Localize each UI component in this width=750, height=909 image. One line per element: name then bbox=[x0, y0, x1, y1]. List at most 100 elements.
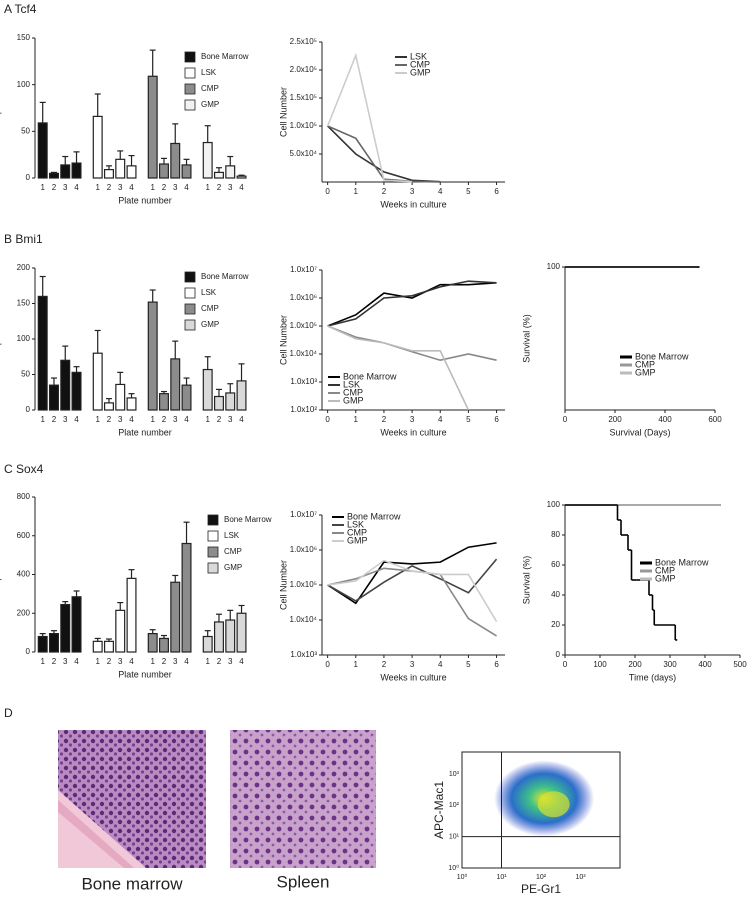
legend-label: Bone Marrow bbox=[224, 515, 272, 524]
x-tick-label: 4 bbox=[129, 657, 134, 666]
bar bbox=[92, 352, 103, 411]
x-tick-label: 6 bbox=[494, 415, 499, 424]
y-tick-label: 0 bbox=[26, 647, 31, 656]
y-tick-label: 80 bbox=[551, 530, 560, 539]
y-tick-label: 10³ bbox=[449, 771, 460, 778]
y-tick-label: 200 bbox=[17, 263, 31, 272]
bar bbox=[170, 142, 181, 179]
x-tick-label: 3 bbox=[410, 187, 415, 196]
y-tick-label: 100 bbox=[17, 334, 31, 343]
x-tick-label: 1 bbox=[354, 660, 359, 669]
panel-label: D bbox=[4, 706, 13, 720]
legend-label: CMP bbox=[343, 387, 363, 397]
bar bbox=[158, 637, 169, 653]
bar bbox=[158, 163, 169, 179]
y-tick-label: 40 bbox=[551, 590, 560, 599]
x-tick-label: 1 bbox=[205, 415, 210, 424]
y-axis-label: Cell Number bbox=[278, 315, 288, 365]
bar bbox=[202, 141, 213, 179]
y-axis-label: Colonies per 10⁴ cells bbox=[0, 530, 1, 618]
y-tick-label: 100 bbox=[547, 262, 561, 271]
x-tick-label: 5 bbox=[466, 415, 471, 424]
density-core bbox=[537, 791, 570, 818]
y-tick-label: 1.0x10⁵ bbox=[290, 121, 317, 130]
x-tick-label: 6 bbox=[494, 187, 499, 196]
x-tick-label: 500 bbox=[733, 660, 747, 669]
x-tick-label: 4 bbox=[74, 415, 79, 424]
legend-swatch bbox=[184, 271, 196, 283]
y-tick-label: 400 bbox=[17, 570, 31, 579]
x-tick-label: 1 bbox=[95, 183, 100, 192]
series-line bbox=[327, 559, 498, 623]
series-line bbox=[327, 125, 441, 183]
x-tick-label: 0 bbox=[325, 415, 330, 424]
x-tick-label: 3 bbox=[173, 415, 178, 424]
y-tick-label: 1.0x10⁴ bbox=[290, 615, 318, 624]
y-axis-label: Colonies per 10⁴ cells bbox=[0, 295, 1, 383]
x-axis-label: Survival (Days) bbox=[609, 427, 670, 437]
x-tick-label: 0 bbox=[325, 187, 330, 196]
bar bbox=[202, 368, 213, 411]
legend-label: CMP bbox=[655, 565, 675, 575]
x-tick-label: 10³ bbox=[575, 874, 586, 881]
x-tick-label: 300 bbox=[663, 660, 677, 669]
x-tick-label: 3 bbox=[228, 657, 233, 666]
bar bbox=[236, 175, 247, 179]
bar bbox=[170, 581, 181, 653]
y-tick-label: 150 bbox=[17, 299, 31, 308]
y-tick-label: 20 bbox=[551, 620, 560, 629]
x-tick-label: 2 bbox=[52, 183, 57, 192]
legend-label: Bone Marrow bbox=[201, 52, 249, 61]
x-tick-label: 0 bbox=[325, 660, 330, 669]
y-tick-label: 800 bbox=[17, 492, 31, 501]
y-tick-label: 150 bbox=[17, 33, 31, 42]
legend-label: CMP bbox=[410, 59, 430, 69]
bar bbox=[202, 635, 213, 653]
y-tick-label: 2.5x10⁵ bbox=[290, 37, 317, 46]
x-tick-label: 3 bbox=[63, 415, 68, 424]
bar bbox=[60, 164, 71, 179]
x-tick-label: 10² bbox=[536, 874, 547, 881]
bar bbox=[37, 635, 48, 653]
x-tick-label: 6 bbox=[494, 660, 499, 669]
y-tick-label: 100 bbox=[547, 500, 561, 509]
x-tick-label: 5 bbox=[466, 187, 471, 196]
bar bbox=[147, 301, 158, 411]
x-tick-label: 1 bbox=[354, 415, 359, 424]
x-tick-label: 4 bbox=[74, 183, 79, 192]
bar bbox=[48, 384, 59, 411]
y-tick-label: 1.0x10⁶ bbox=[290, 293, 317, 302]
x-tick-label: 2 bbox=[107, 183, 112, 192]
bar bbox=[71, 162, 82, 179]
x-tick-label: 1 bbox=[205, 657, 210, 666]
y-tick-label: 1.0x10⁷ bbox=[290, 510, 317, 519]
x-tick-label: 2 bbox=[52, 657, 57, 666]
x-tick-label: 3 bbox=[173, 657, 178, 666]
x-tick-label: 5 bbox=[466, 660, 471, 669]
bar bbox=[213, 395, 224, 411]
bar bbox=[158, 393, 169, 411]
x-tick-label: 4 bbox=[184, 183, 189, 192]
legend-label: GMP bbox=[201, 100, 219, 109]
bar bbox=[236, 612, 247, 653]
bar bbox=[71, 371, 82, 411]
legend-label: GMP bbox=[347, 535, 368, 545]
x-tick-label: 3 bbox=[118, 657, 123, 666]
x-tick-label: 1 bbox=[95, 415, 100, 424]
x-tick-label: 10⁰ bbox=[457, 873, 468, 881]
legend-label: Bone Marrow bbox=[201, 272, 249, 281]
y-tick-label: 1.0x10⁷ bbox=[290, 265, 317, 274]
y-tick-label: 1.0x10⁴ bbox=[290, 349, 318, 358]
y-axis-label: Survival (%) bbox=[521, 556, 531, 605]
x-tick-label: 2 bbox=[382, 415, 387, 424]
series-line bbox=[327, 125, 441, 183]
x-tick-label: 4 bbox=[184, 657, 189, 666]
bar bbox=[37, 122, 48, 179]
series-line bbox=[327, 281, 497, 327]
x-tick-label: 3 bbox=[228, 183, 233, 192]
x-tick-label: 2 bbox=[162, 183, 167, 192]
legend-label: GMP bbox=[410, 67, 431, 77]
legend-label: Bone Marrow bbox=[343, 371, 397, 381]
bar bbox=[181, 542, 192, 653]
x-tick-label: 3 bbox=[63, 183, 68, 192]
